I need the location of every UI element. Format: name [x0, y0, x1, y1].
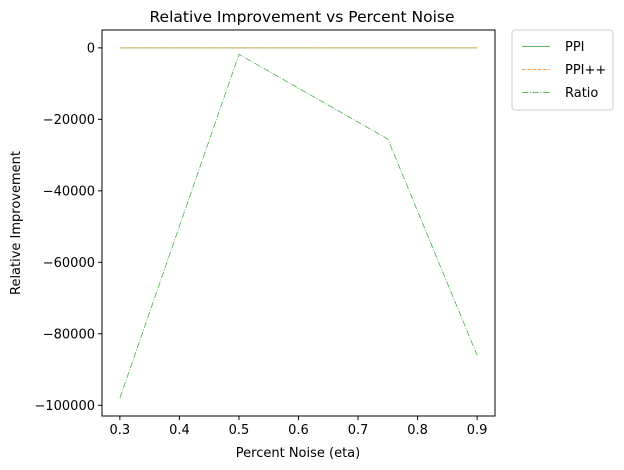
y-tick-label: 0 [87, 41, 95, 56]
x-tick-label: 0.3 [110, 423, 131, 438]
legend: PPI PPI++ Ratio [511, 29, 614, 111]
series-line-ratio [119, 53, 478, 399]
x-axis: 0.3 0.4 0.5 0.6 0.7 0.8 0.9 [110, 416, 488, 438]
x-tick-label: 0.7 [348, 423, 369, 438]
y-axis-label: Relative Improvement [9, 151, 24, 295]
x-tick-label: 0.8 [407, 423, 428, 438]
legend-label: PPI++ [565, 63, 606, 78]
y-tick-label: −80000 [43, 327, 95, 342]
y-tick-label: −40000 [43, 184, 95, 199]
chart-title: Relative Improvement vs Percent Noise [149, 8, 454, 26]
y-tick-label: −20000 [43, 113, 95, 128]
legend-label: Ratio [565, 86, 598, 101]
x-tick-label: 0.4 [169, 423, 190, 438]
plot-area [119, 47, 478, 399]
y-tick-label: −60000 [43, 256, 95, 271]
legend-label: PPI [565, 40, 585, 55]
x-tick-label: 0.9 [467, 423, 488, 438]
y-tick-label: −100000 [34, 399, 95, 414]
x-tick-label: 0.5 [229, 423, 250, 438]
x-axis-label: Percent Noise (eta) [236, 446, 360, 461]
x-tick-label: 0.6 [288, 423, 309, 438]
legend-box [511, 29, 614, 111]
y-axis: 0 −20000 −40000 −60000 −80000 −100000 [34, 41, 102, 414]
